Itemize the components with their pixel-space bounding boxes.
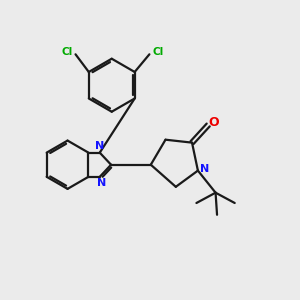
Text: N: N bbox=[200, 164, 209, 174]
Text: Cl: Cl bbox=[62, 47, 73, 57]
Text: Cl: Cl bbox=[152, 47, 163, 57]
Text: N: N bbox=[97, 178, 106, 188]
Text: N: N bbox=[95, 141, 104, 151]
Text: O: O bbox=[208, 116, 219, 128]
